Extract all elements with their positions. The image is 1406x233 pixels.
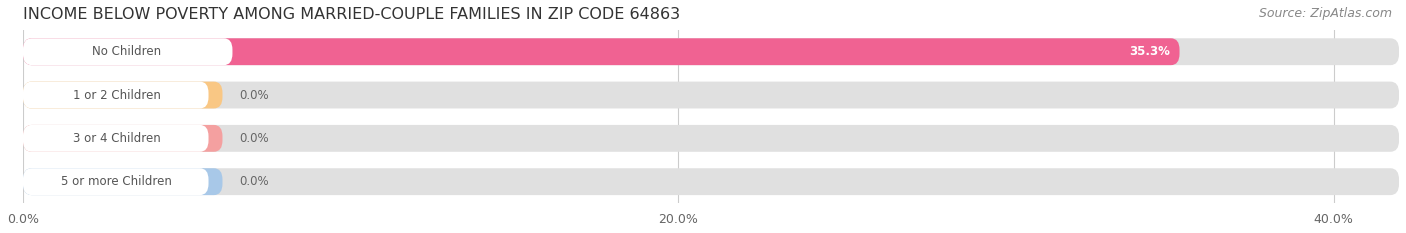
Text: No Children: No Children [93,45,162,58]
FancyBboxPatch shape [22,125,1399,152]
Text: 0.0%: 0.0% [239,175,269,188]
Text: 35.3%: 35.3% [1129,45,1170,58]
Text: Source: ZipAtlas.com: Source: ZipAtlas.com [1258,7,1392,20]
FancyBboxPatch shape [22,82,222,109]
Text: INCOME BELOW POVERTY AMONG MARRIED-COUPLE FAMILIES IN ZIP CODE 64863: INCOME BELOW POVERTY AMONG MARRIED-COUPL… [22,7,681,22]
FancyBboxPatch shape [22,125,222,152]
Text: 1 or 2 Children: 1 or 2 Children [73,89,160,102]
FancyBboxPatch shape [22,82,1399,109]
Text: 0.0%: 0.0% [239,132,269,145]
FancyBboxPatch shape [22,168,1399,195]
FancyBboxPatch shape [22,38,232,65]
Text: 5 or more Children: 5 or more Children [62,175,172,188]
FancyBboxPatch shape [22,168,208,195]
FancyBboxPatch shape [22,125,208,152]
FancyBboxPatch shape [22,82,208,109]
Text: 3 or 4 Children: 3 or 4 Children [73,132,160,145]
FancyBboxPatch shape [22,168,222,195]
Text: 0.0%: 0.0% [239,89,269,102]
FancyBboxPatch shape [22,38,1399,65]
FancyBboxPatch shape [22,38,1180,65]
